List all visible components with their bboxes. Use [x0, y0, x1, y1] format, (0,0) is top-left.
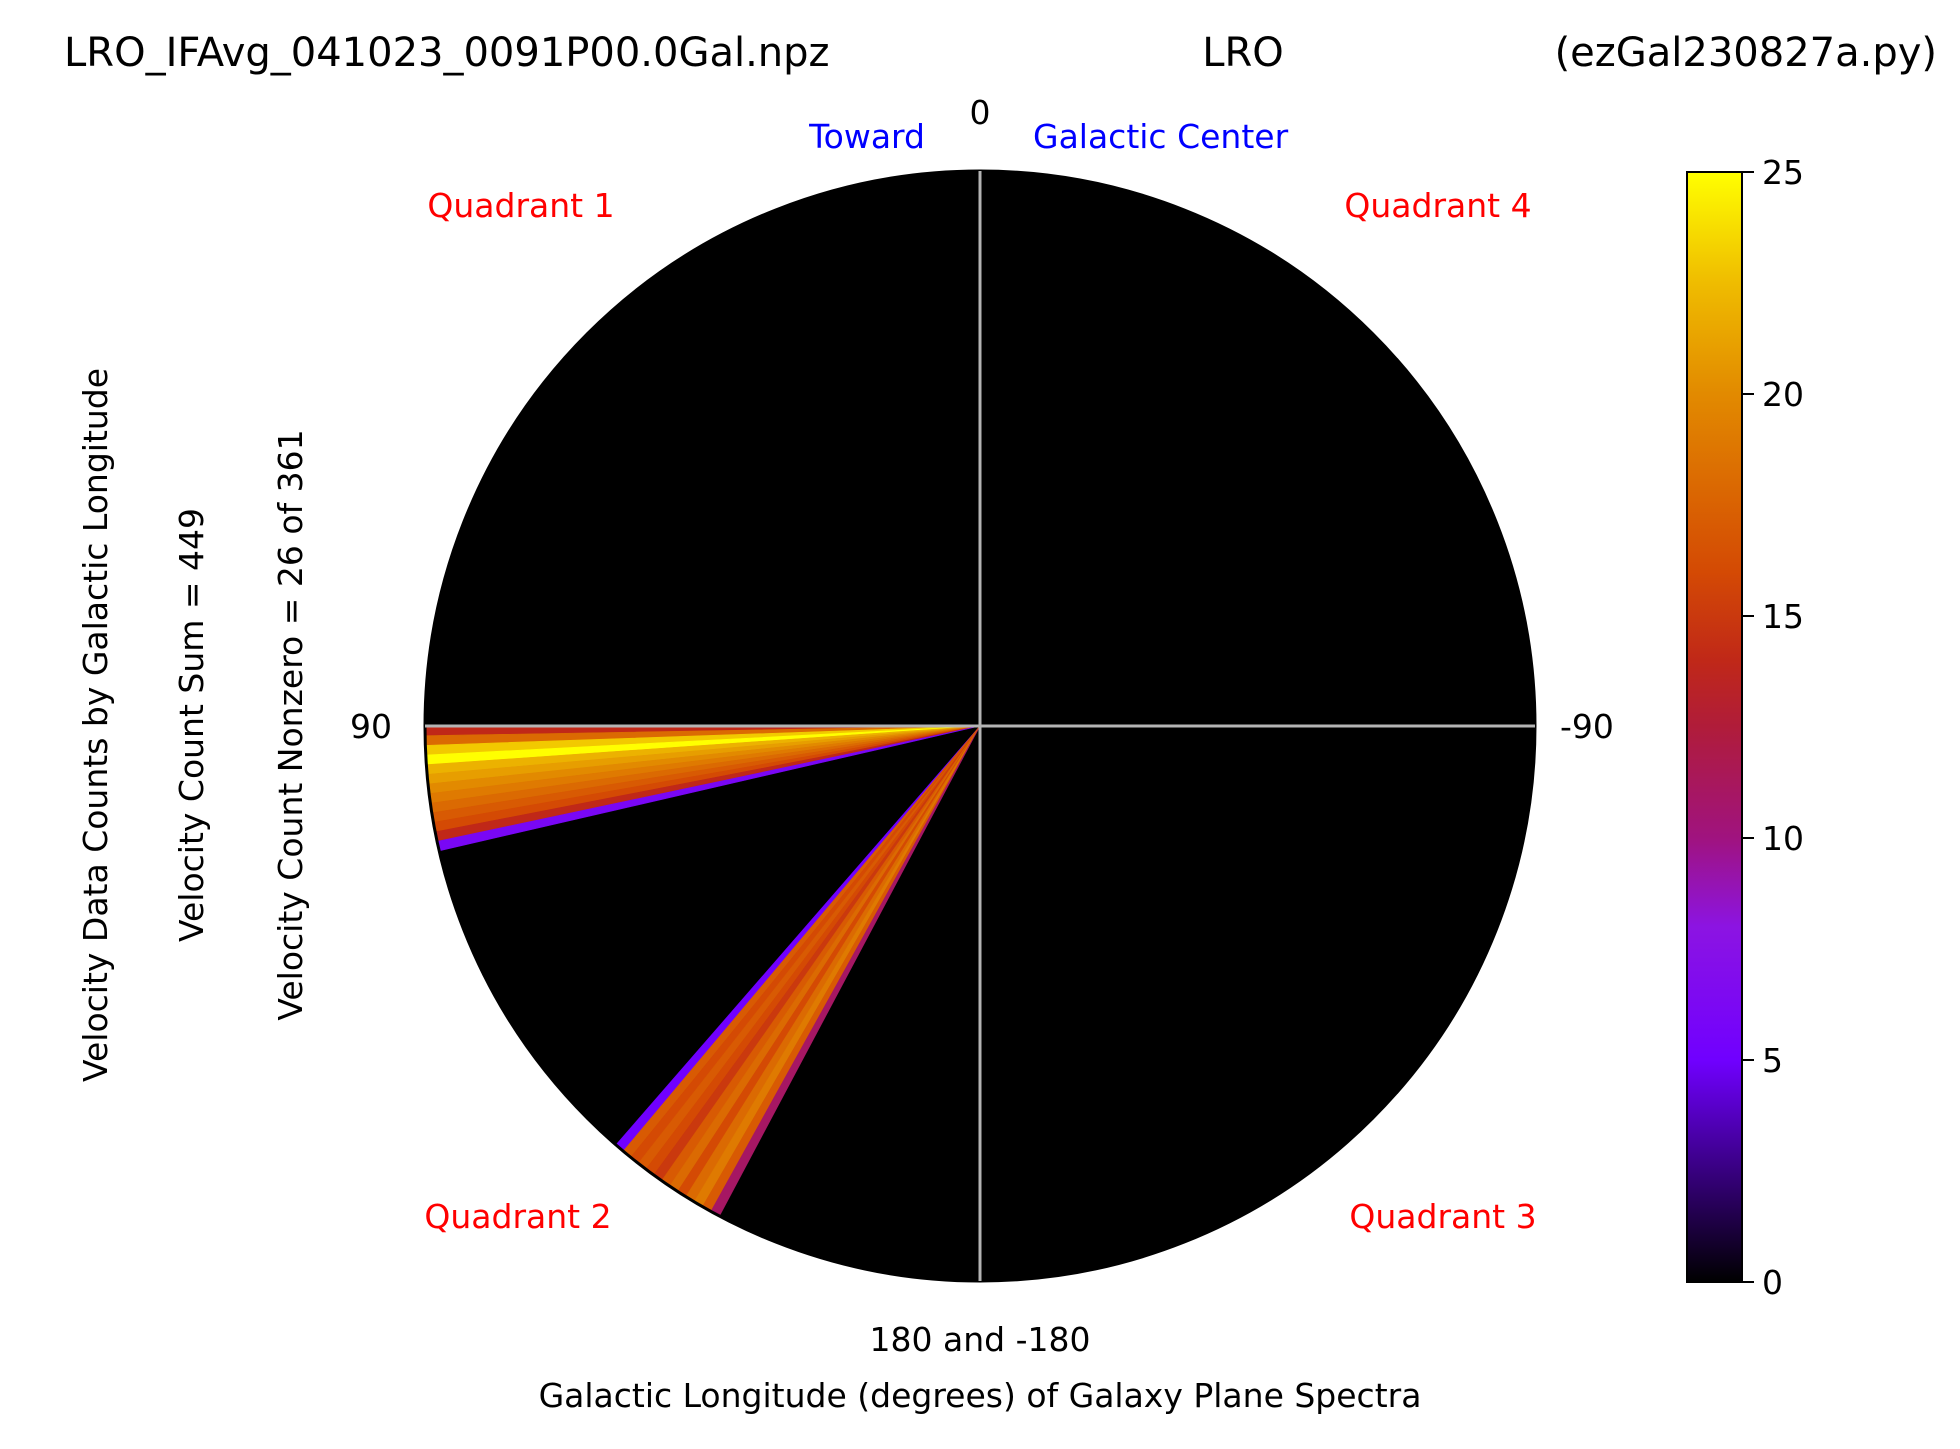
ylabel-outer: Velocity Data Counts by Galactic Longitu…	[76, 368, 115, 1082]
colorbar: 0 5 10 15 20 25	[1686, 153, 1804, 1302]
angle-tick-180: 180 and -180	[870, 1320, 1091, 1359]
colorbar-tick-label-20: 20	[1762, 375, 1804, 414]
polar-plot	[423, 169, 1537, 1283]
ylabel-inner: Velocity Count Nonzero = 26 of 361	[271, 429, 310, 1020]
ylabel-middle: Velocity Count Sum = 449	[172, 508, 211, 942]
quadrant-4-label: Quadrant 4	[1344, 186, 1531, 225]
quadrant-2-label: Quadrant 2	[424, 1197, 611, 1236]
quadrant-1-label: Quadrant 1	[427, 186, 614, 225]
file-name-title: LRO_IFAvg_041023_0091P00.0Gal.npz	[64, 30, 830, 76]
script-name-title: (ezGal230827a.py)	[1555, 30, 1937, 76]
colorbar-tick-label-15: 15	[1762, 597, 1804, 636]
quadrant-3-label: Quadrant 3	[1349, 1197, 1536, 1236]
angle-tick-0: 0	[970, 93, 991, 132]
angle-tick-90: 90	[350, 707, 392, 746]
site-title: LRO	[1202, 30, 1284, 76]
x-axis-label: Galactic Longitude (degrees) of Galaxy P…	[539, 1376, 1422, 1415]
colorbar-ticks: 0 5 10 15 20 25	[1742, 153, 1804, 1302]
angle-tick-neg90: -90	[1560, 707, 1614, 746]
colorbar-tick-label-10: 10	[1762, 819, 1804, 858]
colorbar-tick-label-0: 0	[1762, 1263, 1783, 1302]
toward-label: Toward	[808, 117, 925, 156]
colorbar-tick-label-25: 25	[1762, 153, 1804, 192]
galactic-center-label: Galactic Center	[1033, 117, 1289, 156]
colorbar-tick-label-5: 5	[1762, 1041, 1783, 1080]
colorbar-gradient	[1686, 171, 1743, 1283]
wedges-layer	[424, 725, 981, 1217]
